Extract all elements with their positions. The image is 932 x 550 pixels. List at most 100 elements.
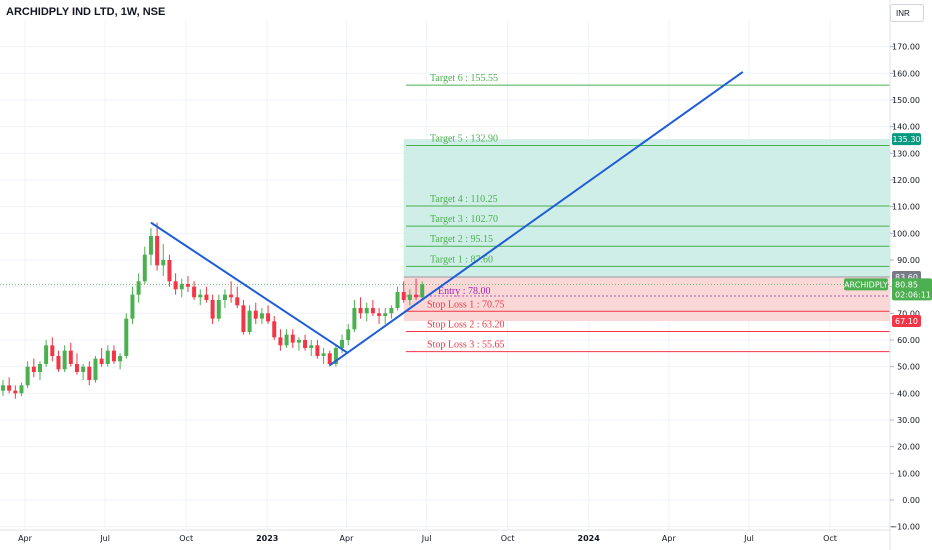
level-lines: Target 6 : 155.55 Target 5 : 132.90 Target… xyxy=(0,73,890,353)
candle-down xyxy=(401,291,406,300)
stop-loss-label: Stop Loss 1 : 70.75 xyxy=(427,299,505,310)
candle-down xyxy=(253,310,258,319)
candle-down xyxy=(358,307,363,314)
candle-up xyxy=(105,350,110,364)
candle-down xyxy=(7,385,12,391)
candle-down xyxy=(414,294,419,298)
stop-loss-label: Stop Loss 3 : 55.65 xyxy=(427,340,505,351)
target-label: Target 6 : 155.55 xyxy=(430,73,498,84)
candle-up xyxy=(148,235,153,255)
y-tick-label: 10.00 xyxy=(897,469,920,478)
target-label: Target 5 : 132.90 xyxy=(430,134,498,145)
candle-up xyxy=(19,385,24,394)
candle-up xyxy=(284,334,289,346)
candle-up xyxy=(37,363,42,372)
y-tick-label: 30.00 xyxy=(897,416,920,425)
candle-down xyxy=(74,363,79,372)
y-tick-label: 110.00 xyxy=(892,203,920,212)
candle-up xyxy=(44,345,49,364)
y-tick-label: 100.00 xyxy=(892,229,920,238)
candle-down xyxy=(266,313,271,322)
candle-down xyxy=(99,358,104,364)
target-label: Target 3 : 102.70 xyxy=(430,214,498,225)
x-tick-label: Oct xyxy=(179,534,193,543)
candles xyxy=(0,222,425,399)
last-price-tag-bg xyxy=(892,278,932,301)
candle-up xyxy=(130,294,135,319)
y-tick-label: 120.00 xyxy=(892,176,920,185)
candle-up xyxy=(161,259,166,266)
x-tick-label: 2023 xyxy=(256,534,278,543)
candle-up xyxy=(124,318,129,356)
entry-price-tag: 83.60 xyxy=(895,273,918,282)
y-tick-label: 0.00 xyxy=(902,496,920,505)
candle-down xyxy=(303,339,308,348)
trendlines xyxy=(150,71,744,367)
candle-up xyxy=(321,353,326,356)
target-label: Target 2 : 95.15 xyxy=(430,234,493,245)
y-tick-label: 40.00 xyxy=(897,389,920,398)
candle-down xyxy=(87,366,92,380)
candle-up xyxy=(346,329,351,340)
position-zones xyxy=(403,139,890,322)
candle-up xyxy=(179,283,184,290)
y-tick-label: 150.00 xyxy=(892,96,920,105)
stop-price-tag: 67.10 xyxy=(895,317,918,326)
candle-up xyxy=(0,385,5,391)
y-tick-label: 90.00 xyxy=(897,256,920,265)
countdown-label: 02:06:11 xyxy=(895,290,931,299)
y-tick-label: −10.00 xyxy=(890,523,920,532)
y-tick-label: 20.00 xyxy=(897,443,920,452)
candle-up xyxy=(62,350,67,370)
candle-up xyxy=(93,358,98,380)
x-tick-label: Jul xyxy=(99,534,110,543)
y-tick-label: 140.00 xyxy=(892,123,920,132)
candle-up xyxy=(364,307,369,314)
candle-down xyxy=(185,283,190,287)
x-tick-label: Jul xyxy=(421,534,432,543)
candle-up xyxy=(333,347,338,364)
candle-up xyxy=(420,284,425,298)
x-tick-label: Jul xyxy=(743,534,754,543)
candle-up xyxy=(81,366,86,372)
candle-up xyxy=(198,294,203,298)
candle-down xyxy=(272,321,277,338)
candle-down xyxy=(31,366,36,372)
candle-up xyxy=(118,355,123,362)
candle-down xyxy=(56,355,61,370)
candle-down xyxy=(155,235,160,266)
symbol-tag-bg xyxy=(844,278,888,291)
x-tick-label: 2024 xyxy=(578,534,601,543)
candle-up xyxy=(136,281,141,295)
candle-down xyxy=(50,345,55,356)
entry-label: Entry : 78.00 xyxy=(438,286,491,297)
candle-down xyxy=(204,294,209,300)
target-label: Target 4 : 110.25 xyxy=(430,194,498,205)
candle-down xyxy=(235,297,240,306)
uptrend-trendline xyxy=(329,71,744,367)
stop-price-tag-bg xyxy=(892,315,921,328)
candle-up xyxy=(142,254,147,282)
candle-down xyxy=(241,305,246,332)
y-tick-label: 60.00 xyxy=(897,336,920,345)
candle-down xyxy=(173,281,178,290)
candle-up xyxy=(222,294,227,300)
x-tick-label: Oct xyxy=(501,534,515,543)
y-tick-label: 50.00 xyxy=(897,363,920,372)
last-price-tag: 80.85 xyxy=(895,280,918,289)
candle-down xyxy=(370,307,375,314)
x-tick-label: Apr xyxy=(18,534,33,543)
candle-down xyxy=(290,334,295,343)
candle-down xyxy=(377,313,382,316)
downtrend-trendline xyxy=(150,221,349,355)
candle-up xyxy=(340,339,345,348)
loss-zone xyxy=(403,277,890,322)
candle-up xyxy=(309,345,314,348)
chart-title: ARCHIDPLY IND LTD, 1W, NSE xyxy=(6,6,166,18)
target-label: Target 1 : 87.60 xyxy=(430,254,493,265)
candle-up xyxy=(296,339,301,343)
y-tick-label: 130.00 xyxy=(892,149,920,158)
candle-down xyxy=(278,337,283,346)
